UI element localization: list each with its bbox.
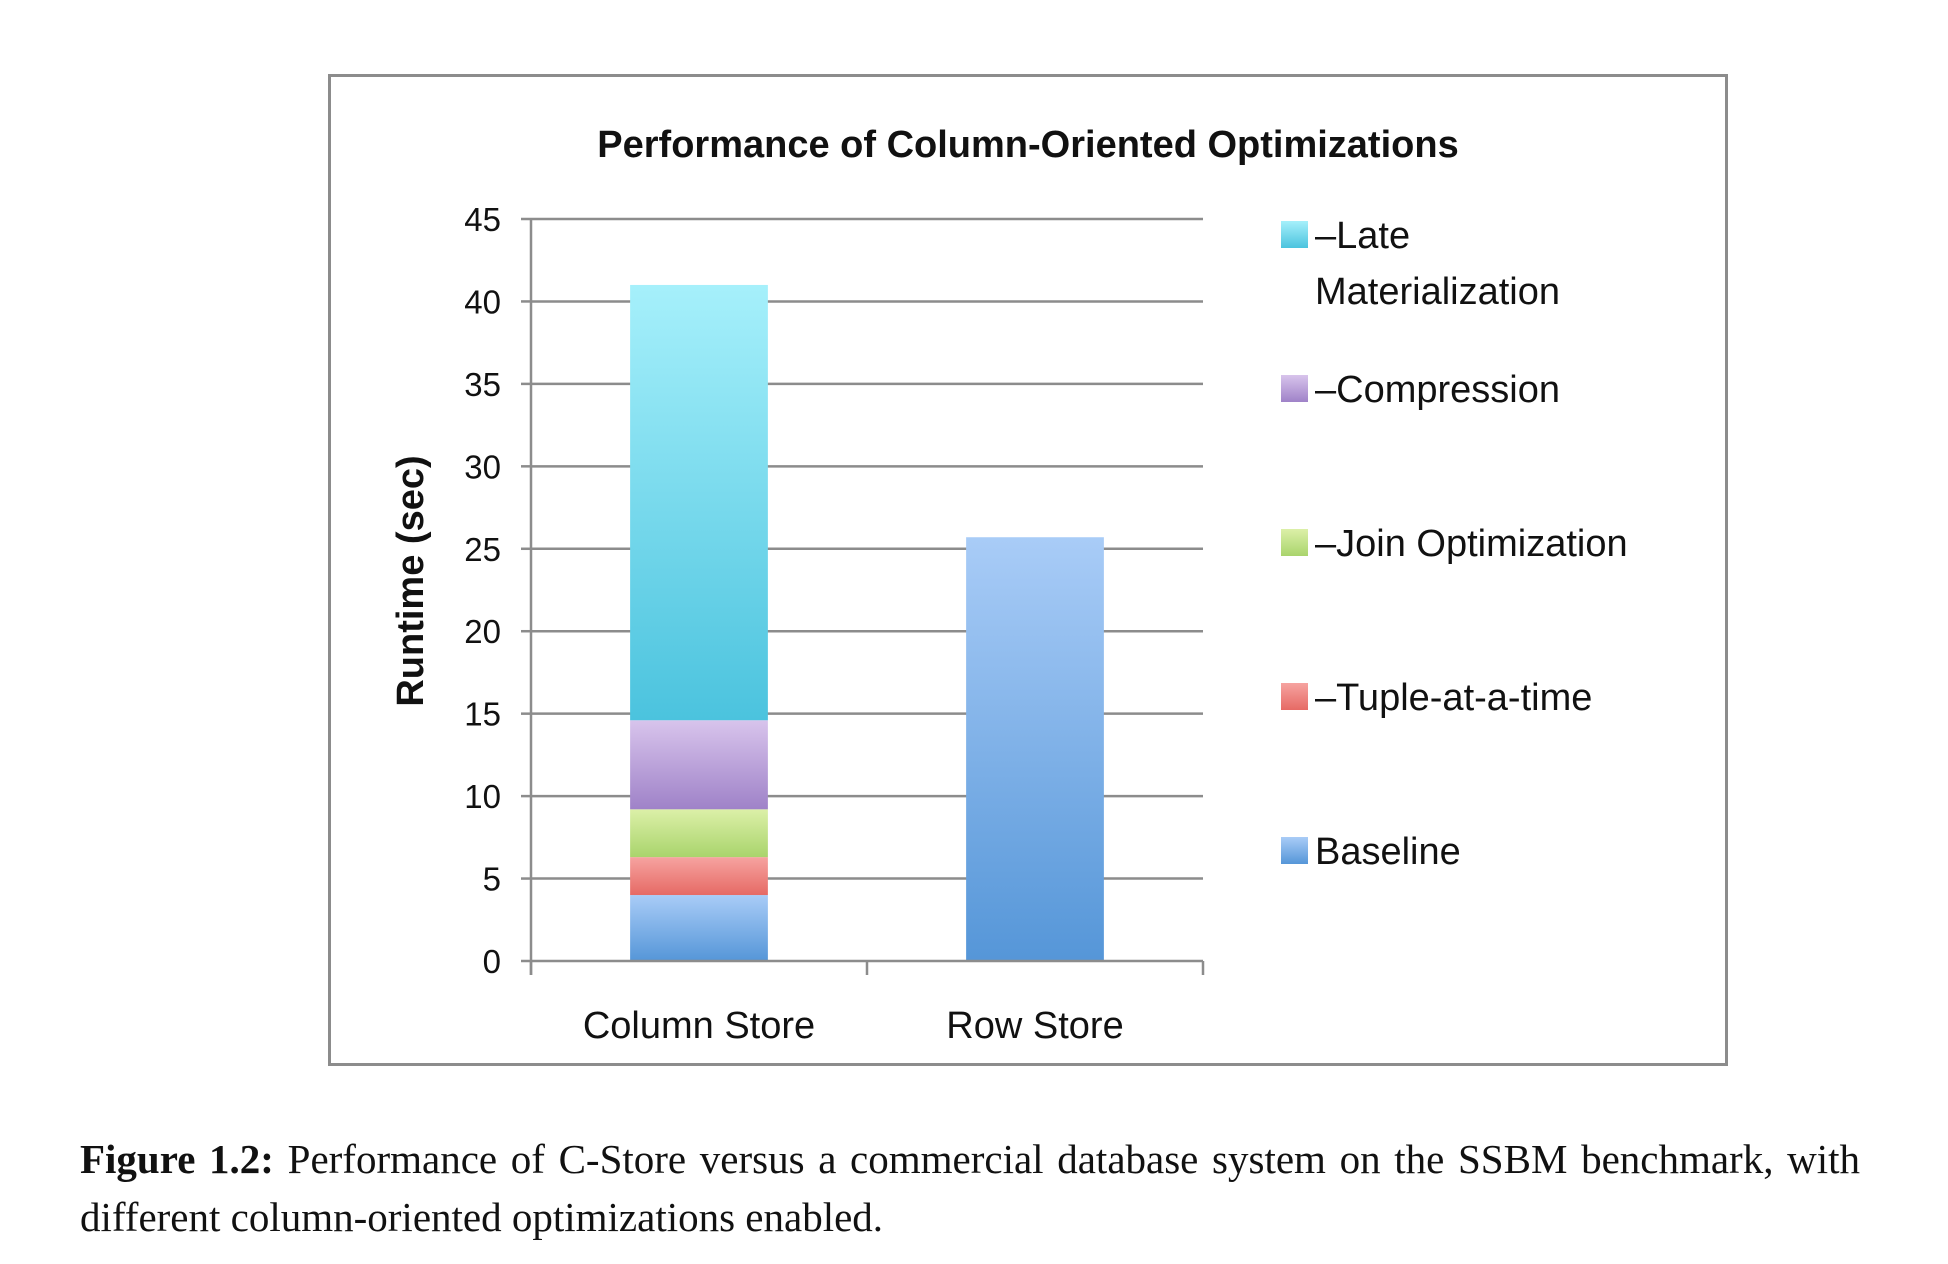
legend-label-compression: –Compression xyxy=(1315,369,1560,411)
caption-label: Figure 1.2: xyxy=(80,1136,274,1182)
bar-column-store-baseline xyxy=(630,895,768,961)
legend: –Late Materialization –Compression –Join Op… xyxy=(1281,215,1628,873)
bar-column-store-tuple-at-a-time xyxy=(630,857,768,896)
legend-swatch-late-materialization xyxy=(1281,221,1308,248)
x-category-label-row-store: Row Store xyxy=(946,1005,1123,1047)
legend-item-join-optimization: –Join Optimization xyxy=(1281,523,1628,565)
legend-item-baseline: Baseline xyxy=(1281,831,1461,873)
bar-row-store-baseline xyxy=(966,537,1104,961)
chart-title: Performance of Column-Oriented Optimizat… xyxy=(597,124,1458,166)
legend-label-join-optimization: –Join Optimization xyxy=(1315,523,1628,565)
stacked-bar-chart: Performance of Column-Oriented Optimizat… xyxy=(390,124,1628,1047)
y-tick-label-15: 15 xyxy=(464,696,501,733)
legend-item-tuple-at-a-time: –Tuple-at-a-time xyxy=(1281,677,1592,719)
legend-item-late-materialization: –Late Materialization xyxy=(1281,215,1560,313)
y-tick-label-30: 30 xyxy=(464,448,501,485)
y-tick-labels: 0 5 10 15 20 25 30 35 40 45 xyxy=(464,201,501,980)
y-tick-label-25: 25 xyxy=(464,531,501,568)
x-category-labels: Column Store Row Store xyxy=(583,1005,1124,1047)
y-tick-label-45: 45 xyxy=(464,201,501,238)
legend-swatch-join-optimization xyxy=(1281,529,1308,556)
y-tick-label-35: 35 xyxy=(464,366,501,403)
bar-column-store-join-optimization xyxy=(630,809,768,858)
legend-label-tuple-at-a-time: –Tuple-at-a-time xyxy=(1315,677,1592,719)
legend-item-compression: –Compression xyxy=(1281,369,1560,411)
legend-label-baseline: Baseline xyxy=(1315,831,1461,873)
bars xyxy=(630,284,1104,961)
y-tick-label-20: 20 xyxy=(464,613,501,650)
y-tick-label-0: 0 xyxy=(483,943,501,980)
legend-swatch-compression xyxy=(1281,375,1308,402)
figure-caption: Figure 1.2: Performance of C-Store versu… xyxy=(80,1130,1860,1246)
legend-label-late-materialization: –Late Materialization xyxy=(1315,215,1560,313)
bar-column-store-late-materialization xyxy=(630,284,768,721)
y-tick-label-40: 40 xyxy=(464,283,501,320)
bar-column-store-compression xyxy=(630,720,768,810)
axes xyxy=(521,217,1205,975)
y-tick-label-5: 5 xyxy=(483,861,501,898)
caption-text: Performance of C-Store versus a commerci… xyxy=(80,1136,1861,1240)
y-tick-label-10: 10 xyxy=(464,778,501,815)
chart-frame: Performance of Column-Oriented Optimizat… xyxy=(328,74,1728,1066)
x-category-label-column-store: Column Store xyxy=(583,1005,815,1047)
legend-swatch-baseline xyxy=(1281,837,1308,864)
y-axis-title: Runtime (sec) xyxy=(390,455,432,706)
legend-swatch-tuple-at-a-time xyxy=(1281,683,1308,710)
